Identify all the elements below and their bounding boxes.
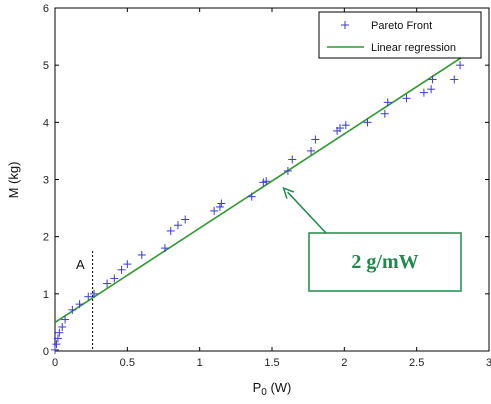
pareto-point [103, 279, 112, 288]
legend-box [318, 11, 482, 59]
annotations: A [76, 186, 327, 351]
callout-text: 2 g/mW [351, 251, 418, 273]
x-axis-label-unit: (W) [267, 380, 292, 395]
y-tick-label: 3 [43, 175, 49, 187]
pareto-point [90, 289, 99, 298]
x-tick-label: 2.5 [409, 357, 424, 369]
legend-marker-pareto-front [341, 21, 349, 29]
pareto-point [380, 109, 389, 118]
plot-frame [54, 7, 490, 352]
pareto-point [419, 88, 428, 97]
pareto-point [51, 345, 59, 354]
pareto-point [68, 305, 77, 314]
x-axis-label: P0 (W) [253, 380, 292, 398]
x-tick-label: 0 [52, 357, 58, 369]
callout-box [308, 232, 462, 292]
pareto-point [335, 124, 344, 133]
x-tick-label: 3 [486, 357, 491, 369]
callout-arrow-shaft [287, 191, 327, 234]
pareto-point [210, 206, 219, 215]
pareto-point [402, 94, 411, 103]
callout-arrow-head [282, 186, 295, 199]
x-tick-label: 1.5 [264, 357, 279, 369]
pareto-point [247, 192, 256, 201]
pareto-point [53, 334, 62, 343]
x-tick-label: 0.5 [120, 357, 135, 369]
y-tick-label: 2 [43, 232, 49, 244]
pareto-point [58, 322, 67, 331]
pareto-point [456, 61, 465, 70]
pareto-point [123, 260, 132, 269]
pareto-point [215, 202, 224, 211]
legend: Pareto Front Linear regression [318, 11, 482, 59]
pareto-point [75, 300, 84, 309]
pareto-point [363, 118, 372, 127]
pareto-point [117, 265, 126, 274]
data-series [51, 55, 465, 354]
pareto-point [137, 250, 146, 259]
pareto-point [84, 292, 93, 301]
pareto-point [181, 215, 190, 224]
legend-label-pareto-front: Pareto Front [371, 20, 432, 32]
pareto-point [173, 221, 182, 230]
y-axis-label: M (kg) [6, 162, 21, 199]
pareto-point [427, 85, 436, 94]
y-tick-label: 4 [43, 117, 49, 129]
pareto-point [217, 199, 226, 208]
pareto-point [61, 315, 70, 324]
pareto-point [52, 340, 61, 349]
pareto-point [383, 98, 392, 107]
pareto-point [288, 155, 297, 164]
pareto-point [311, 135, 320, 144]
pareto-point [283, 166, 292, 175]
pareto-point [262, 177, 271, 186]
pareto-point [450, 75, 459, 84]
y-tick-label: 6 [43, 3, 49, 15]
pareto-point [110, 274, 119, 283]
x-axis-label-subscript: 0 [261, 387, 267, 398]
pareto-point [160, 244, 169, 253]
y-tick-label: 5 [43, 60, 49, 72]
pareto-point [166, 226, 175, 235]
x-axis-label-main: P [253, 380, 262, 395]
slope-callout: 2 g/mW [308, 232, 462, 292]
x-tick-label: 1 [197, 357, 203, 369]
regression-line [54, 55, 464, 324]
y-tick-label: 0 [43, 346, 49, 358]
axis-ticks: 0 0.5 1 1.5 2 2.5 3 0 1 2 3 4 5 6 [43, 3, 491, 369]
pareto-point [55, 328, 64, 337]
pareto-point [307, 146, 316, 155]
legend-plus-marker [341, 21, 349, 29]
x-tick-label: 2 [341, 357, 347, 369]
y-tick-label: 1 [43, 289, 49, 301]
marker-a-label: A [76, 257, 85, 272]
legend-label-linear-regression: Linear regression [371, 42, 456, 54]
pareto-point [428, 75, 437, 84]
pareto-point [341, 121, 350, 130]
